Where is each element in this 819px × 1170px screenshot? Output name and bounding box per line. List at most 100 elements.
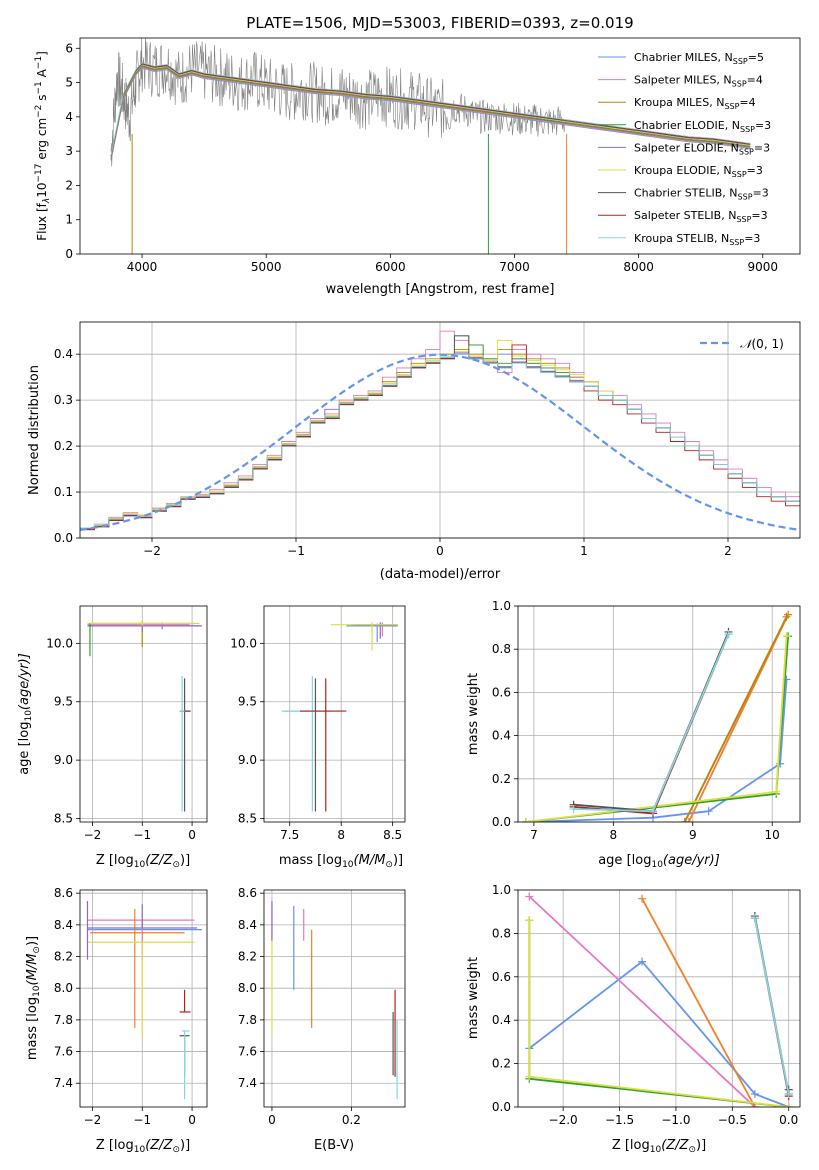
axes-frame bbox=[517, 889, 801, 1108]
massweight-line bbox=[573, 631, 730, 813]
observed-spectrum bbox=[110, 38, 567, 167]
massweight-marker bbox=[772, 787, 781, 796]
plot-area bbox=[80, 330, 800, 531]
model-spectrum-line bbox=[110, 62, 751, 156]
legend-name: Chabrier STELIB, N bbox=[634, 187, 738, 200]
label-part: 10 bbox=[24, 710, 34, 722]
y-tick-label: 8.5 bbox=[54, 811, 73, 825]
y-tick-label: 0.6 bbox=[492, 685, 511, 699]
massweight-marker bbox=[750, 914, 759, 923]
y-tick-label: 7.4 bbox=[54, 1076, 73, 1090]
legend-entry: Kroupa ELODIE, NSSP=3 bbox=[634, 164, 763, 179]
massweight-line bbox=[641, 898, 756, 1107]
y-tick-label: 8.2 bbox=[54, 950, 73, 964]
massweight-marker bbox=[784, 1089, 793, 1098]
legend-name: Kroupa ELODIE, N bbox=[634, 164, 732, 177]
label-part: 10 bbox=[651, 860, 663, 870]
y-tick-label: 0.6 bbox=[492, 970, 511, 984]
legend-entry: Salpeter MILES, NSSP=4 bbox=[634, 74, 763, 89]
x-tick-label: 6000 bbox=[375, 260, 406, 274]
legend-entry: Chabrier STELIB, NSSP=3 bbox=[634, 187, 769, 202]
y-label-part: erg cm bbox=[35, 118, 49, 164]
y-axis-label: Flux [fλ10−17 erg cm−2 s−1 A−1] bbox=[34, 51, 52, 241]
gaussian-curve bbox=[80, 353, 800, 531]
y-tick-label: 3 bbox=[65, 144, 73, 158]
y-tick-label: 7.8 bbox=[54, 1013, 73, 1027]
histogram-step bbox=[80, 330, 800, 530]
mass-vs-extinction-panel: 0 0.2 7.4 7.6 7.8 8.0 8.2 8.4 8.6 E(B-V) bbox=[238, 886, 406, 1153]
figure-title: PLATE=1506, MJD=53003, FIBERID=0393, z=0… bbox=[246, 14, 633, 32]
x-axis-label: age [log10(age/yr)] bbox=[598, 853, 720, 870]
x-axis-label: Z [log10(Z/Z⊙)] bbox=[612, 1138, 706, 1155]
axes-frame bbox=[263, 889, 406, 1108]
axes-frame bbox=[79, 889, 208, 1108]
x-tick-label: 7.5 bbox=[280, 828, 299, 842]
spectrum-panel: 4000 5000 6000 7000 8000 9000 0 1 2 3 4 5 6 wavelengt… bbox=[34, 37, 801, 297]
x-tick-label: 5000 bbox=[251, 260, 282, 274]
massweight-marker bbox=[638, 894, 647, 903]
x-tick-label: 8 bbox=[610, 828, 618, 842]
x-tick-label: 8 bbox=[337, 828, 345, 842]
legend-sub: SSP bbox=[732, 80, 747, 89]
y-label-part: 10 bbox=[35, 183, 49, 198]
legend-name: Salpeter MILES, N bbox=[634, 74, 732, 87]
massweight-line bbox=[528, 920, 789, 1107]
y-tick-label: 8.0 bbox=[238, 981, 257, 995]
legend-sub: SSP bbox=[729, 238, 744, 247]
y-tick-label: 0.4 bbox=[492, 1013, 511, 1027]
model-spectrum-line bbox=[110, 67, 751, 161]
legend-name: Kroupa STELIB, N bbox=[634, 232, 729, 245]
label-part: age [log bbox=[598, 853, 651, 868]
legend-entry: Chabrier MILES, NSSP=5 bbox=[634, 51, 764, 66]
legend-count: =5 bbox=[748, 51, 764, 64]
y-tick-label: 9.0 bbox=[54, 753, 73, 767]
residual-histogram-panel: −2 −1 0 1 2 0.0 0.1 0.2 0.3 0.4 (data-model)/error… bbox=[27, 321, 801, 582]
legend-sub: SSP bbox=[738, 193, 753, 202]
label-part: (Z/Z bbox=[145, 1138, 173, 1153]
massweight-marker bbox=[724, 630, 733, 639]
massweight-marker bbox=[704, 807, 713, 816]
y-tick-label: 1.0 bbox=[492, 883, 511, 897]
y-tick-label: 9.0 bbox=[238, 753, 257, 767]
label-part: Z [log bbox=[612, 1138, 650, 1153]
label-part: (Z/Z bbox=[661, 1138, 689, 1153]
massweight-line bbox=[528, 960, 790, 1107]
x-tick-label: −1.0 bbox=[661, 1113, 690, 1127]
legend-name: Salpeter ELODIE, N bbox=[634, 141, 739, 154]
label-part: 10 bbox=[342, 860, 354, 870]
y-tick-label: 8.2 bbox=[238, 950, 257, 964]
x-tick-label: −2.0 bbox=[549, 1113, 578, 1127]
x-tick-label: −1 bbox=[133, 1113, 151, 1127]
label-part: 10 bbox=[134, 860, 146, 870]
massweight-marker bbox=[680, 818, 689, 822]
x-axis-label: E(B-V) bbox=[314, 1138, 354, 1153]
label-part: (Z/Z bbox=[145, 853, 173, 868]
x-tick-label: 4000 bbox=[127, 260, 158, 274]
x-tick-label: −1.5 bbox=[605, 1113, 634, 1127]
legend-name: Salpeter STELIB, N bbox=[634, 209, 736, 222]
x-tick-label: 0 bbox=[436, 544, 444, 558]
axes-frame bbox=[79, 37, 801, 255]
massweight-line bbox=[525, 636, 789, 822]
x-axis-label: Z [log10(Z/Z⊙)] bbox=[96, 1138, 190, 1155]
label-part: )] bbox=[696, 1138, 706, 1153]
massweight-marker bbox=[569, 805, 578, 814]
label-part: (M/M bbox=[354, 853, 386, 868]
y-tick-label: 7.8 bbox=[238, 1013, 257, 1027]
legend-entry: Chabrier ELODIE, NSSP=3 bbox=[634, 119, 771, 134]
label-part: ⊙ bbox=[172, 1145, 180, 1155]
massweight-marker bbox=[750, 1103, 759, 1107]
y-tick-label: 1 bbox=[65, 213, 73, 227]
label-part: ⊙ bbox=[32, 946, 42, 954]
label-part: mass [log bbox=[25, 997, 40, 1060]
y-tick-label: 10.0 bbox=[230, 636, 257, 650]
plot-area bbox=[110, 38, 751, 254]
x-axis-label: Z [log10(Z/Z⊙)] bbox=[96, 853, 190, 870]
massweight-marker bbox=[525, 892, 534, 901]
y-axis-label: Normed distribution bbox=[27, 365, 42, 495]
y-tick-label: 8.5 bbox=[238, 811, 257, 825]
y-label-part: ] bbox=[35, 51, 49, 56]
plot-area bbox=[521, 610, 793, 822]
y-tick-label: 10.0 bbox=[46, 636, 73, 650]
